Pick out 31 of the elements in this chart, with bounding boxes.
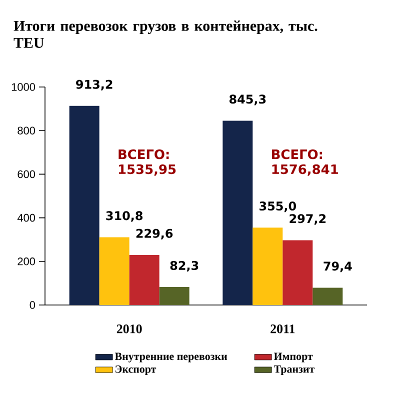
annotation: ВСЕГО: 1535,95: [118, 149, 176, 176]
chart-title: Итоги перевозок грузов в контейнерах, тыс. TEU: [14, 20, 318, 48]
legend-label: Внутренние перевозки: [114, 352, 228, 362]
data-label: 229,6: [136, 228, 173, 240]
bar: [159, 287, 190, 305]
bar: [69, 106, 100, 305]
data-label: 845,3: [229, 94, 266, 106]
data-label: 355,0: [260, 202, 296, 212]
y-tick-label: 200: [18, 258, 36, 266]
data-label: 310,8: [106, 211, 143, 222]
bar: [222, 120, 253, 305]
bar: [129, 254, 160, 305]
bar: [99, 237, 130, 305]
data-label: 79,4: [324, 262, 352, 272]
annotation: ВСЕГО: 1576,841: [272, 149, 338, 176]
data-label: 913,2: [76, 80, 112, 90]
legend-label: Экспорт: [116, 365, 156, 376]
data-label: 297,2: [290, 214, 326, 225]
x-tick-label: 2011: [270, 324, 295, 334]
legend-label: Транзит: [274, 365, 315, 375]
y-tick-label: 0: [30, 301, 36, 309]
y-tick-label: 600: [18, 170, 36, 178]
legend-label: Импорт: [274, 352, 313, 362]
bar: [252, 228, 283, 305]
x-tick-label: 2010: [116, 324, 142, 334]
y-tick-label: 400: [17, 214, 36, 222]
y-tick-label: 1000: [12, 83, 36, 91]
data-label: 82,3: [170, 260, 198, 272]
bar: [282, 240, 313, 305]
y-tick-label: 800: [18, 126, 36, 134]
bar: [312, 288, 343, 305]
